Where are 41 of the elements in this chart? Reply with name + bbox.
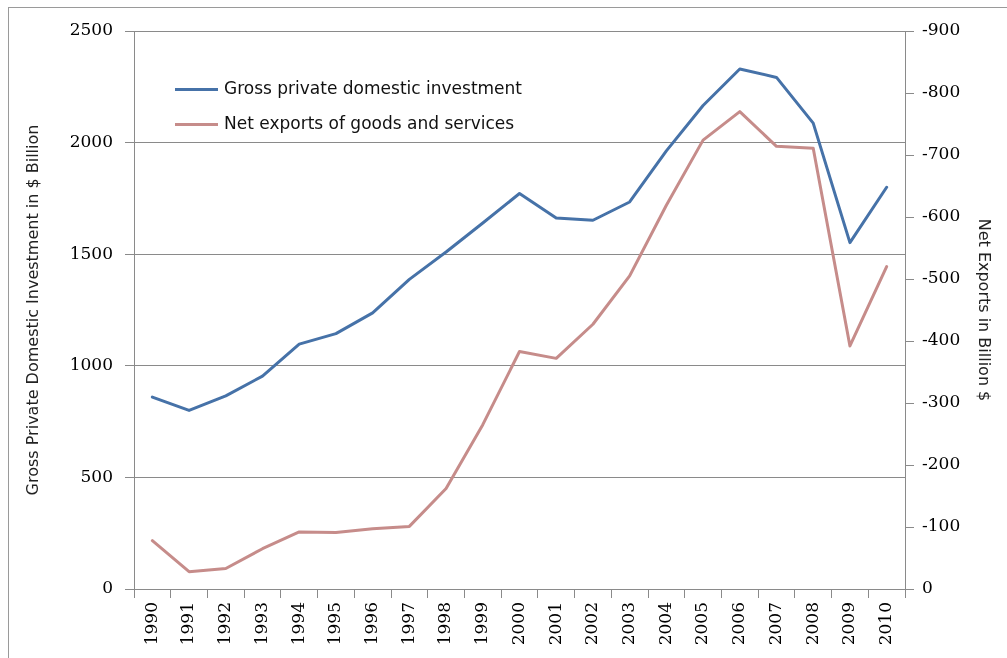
x-tick-label: 1999: [471, 602, 492, 646]
y2-tick-label: -100: [922, 515, 961, 536]
y-tick-label: 0: [102, 577, 113, 598]
y2-axis-title: Net Exports in Billion $: [975, 218, 995, 402]
x-tick-label: 2006: [728, 602, 749, 646]
y2-tick-label: -700: [922, 143, 961, 164]
x-tick-label: 1993: [250, 602, 271, 646]
legend-label: Gross private domestic investment: [224, 77, 523, 98]
x-tick-label: 1994: [287, 602, 308, 646]
x-tick-label: 1996: [361, 602, 382, 646]
x-tick-label: 2003: [618, 602, 639, 646]
y-tick-label: 1500: [69, 242, 113, 263]
y-axis-title: Gross Private Domestic Investment in $ Billion: [22, 124, 42, 496]
y2-tick-label: -300: [922, 391, 961, 412]
x-tick-label: 1998: [434, 602, 455, 646]
x-tick-label: 2010: [875, 602, 896, 646]
y2-tick-label: -800: [922, 81, 961, 102]
y-tick-label: 1000: [69, 354, 113, 375]
y-tick-label: 500: [80, 465, 113, 486]
x-tick-label: 2004: [654, 602, 675, 646]
x-tick-label: 2002: [581, 602, 602, 646]
x-tick-label: 2001: [544, 602, 565, 646]
x-tick-label: 2008: [801, 602, 822, 646]
y2-tick-label: -500: [922, 267, 961, 288]
y-tick-label: 2000: [69, 131, 113, 152]
y2-tick-label: -200: [922, 453, 961, 474]
y2-tick-label: -400: [922, 329, 961, 350]
y2-tick-label: 0: [922, 577, 933, 598]
y-tick-label: 2500: [69, 19, 113, 40]
x-tick-label: 2007: [764, 602, 785, 646]
y2-tick-label: -900: [922, 19, 961, 40]
y2-tick-label: -600: [922, 205, 961, 226]
x-tick-label: 2005: [691, 602, 712, 646]
x-tick-label: 2000: [507, 602, 528, 646]
x-tick-label: 1995: [324, 602, 345, 646]
x-tick-label: 1990: [140, 602, 161, 646]
x-tick-label: 2009: [838, 602, 859, 646]
x-tick-label: 1997: [397, 602, 418, 646]
x-tick-label: 1992: [214, 602, 235, 646]
x-tick-label: 1991: [177, 602, 198, 646]
legend-label: Net exports of goods and services: [224, 112, 515, 133]
